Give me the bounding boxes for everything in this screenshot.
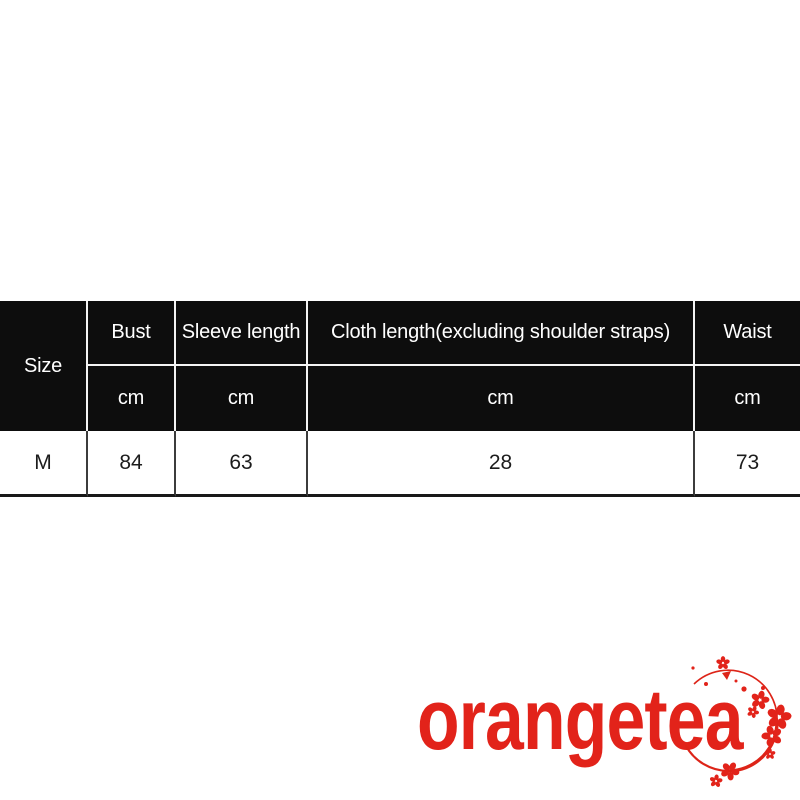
- cloth-length-value-cell: 28: [308, 431, 695, 497]
- table-row: M 84 63 28 73: [0, 431, 800, 497]
- bust-value-cell: 84: [88, 431, 176, 497]
- col-header-bust: Bust: [88, 301, 176, 366]
- col-header-size: Size: [0, 301, 88, 431]
- flower-wreath-icon: [684, 656, 795, 789]
- unit-cell-waist: cm: [695, 366, 800, 431]
- unit-cell-cloth-length: cm: [308, 366, 695, 431]
- col-header-cloth-length: Cloth length(excluding shoulder straps): [308, 301, 695, 366]
- size-value-cell: M: [0, 431, 88, 497]
- header-row-labels: Size Bust Sleeve length Cloth length(exc…: [0, 301, 800, 431]
- col-header-sleeve-length: Sleeve length: [176, 301, 308, 366]
- waist-value-cell: 73: [695, 431, 800, 497]
- unit-cell-sleeve-length: cm: [176, 366, 308, 431]
- unit-cell-bust: cm: [88, 366, 176, 431]
- sleeve-length-value-cell: 63: [176, 431, 308, 497]
- size-chart-table: Size Bust Sleeve length Cloth length(exc…: [0, 301, 800, 497]
- header-row-units: cm cm cm cm: [0, 366, 800, 431]
- brand-watermark-text: orangetea: [417, 672, 743, 768]
- col-header-waist: Waist: [695, 301, 800, 366]
